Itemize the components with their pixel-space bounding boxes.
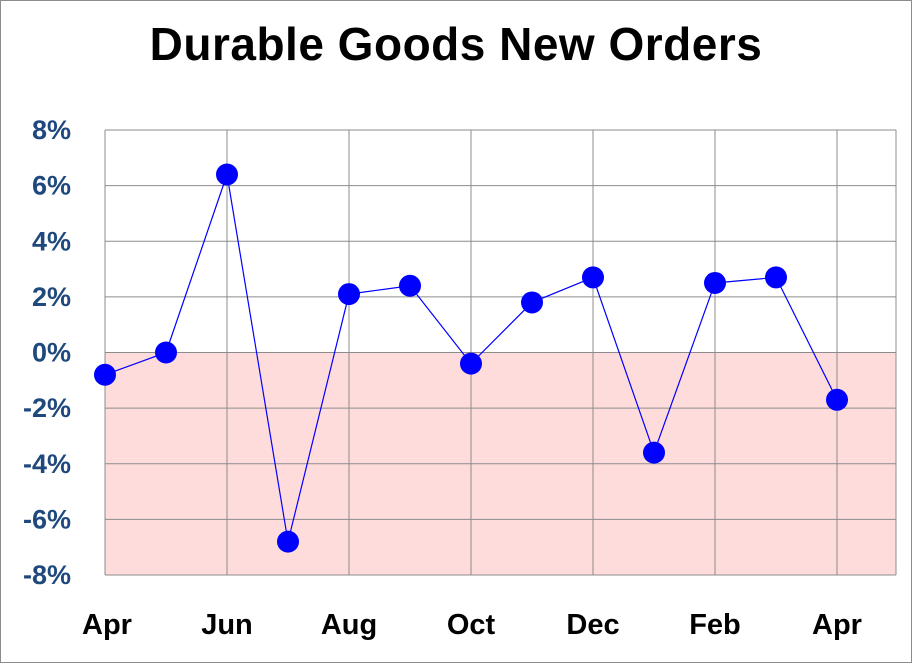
x-tick-label: Apr — [82, 609, 132, 641]
data-point-may-1 — [155, 341, 177, 364]
x-tick-label: Dec — [566, 609, 619, 641]
x-tick-label: Jun — [201, 609, 253, 641]
x-tick-label: Apr — [812, 609, 862, 641]
data-point-apr-12 — [826, 388, 848, 411]
chart-title: Durable Goods New Orders — [149, 18, 763, 70]
data-point-nov-7 — [521, 291, 543, 314]
y-tick-label: 4% — [32, 226, 71, 256]
data-point-aug-4 — [338, 283, 360, 306]
y-tick-label: 8% — [32, 115, 71, 145]
y-tick-label: 0% — [32, 338, 71, 368]
x-tick-label: Feb — [689, 609, 741, 641]
y-tick-label: 6% — [32, 171, 71, 201]
data-point-dec-8 — [582, 266, 604, 289]
y-tick-label: -6% — [23, 504, 71, 534]
data-point-oct-6 — [460, 352, 482, 375]
y-tick-label: 2% — [32, 282, 71, 312]
data-point-mar-11 — [765, 266, 787, 289]
y-tick-label: -4% — [23, 449, 71, 479]
data-point-sep-5 — [399, 274, 421, 297]
y-tick-label: -2% — [23, 393, 71, 423]
x-tick-label: Aug — [321, 609, 377, 641]
data-point-jan-9 — [643, 441, 665, 464]
x-tick-label: Oct — [447, 609, 496, 641]
data-point-jun-2 — [216, 163, 238, 186]
data-point-apr-0 — [94, 363, 116, 386]
data-point-feb-10 — [704, 271, 726, 294]
data-point-jul-3 — [277, 530, 299, 553]
y-tick-label: -8% — [23, 560, 71, 590]
